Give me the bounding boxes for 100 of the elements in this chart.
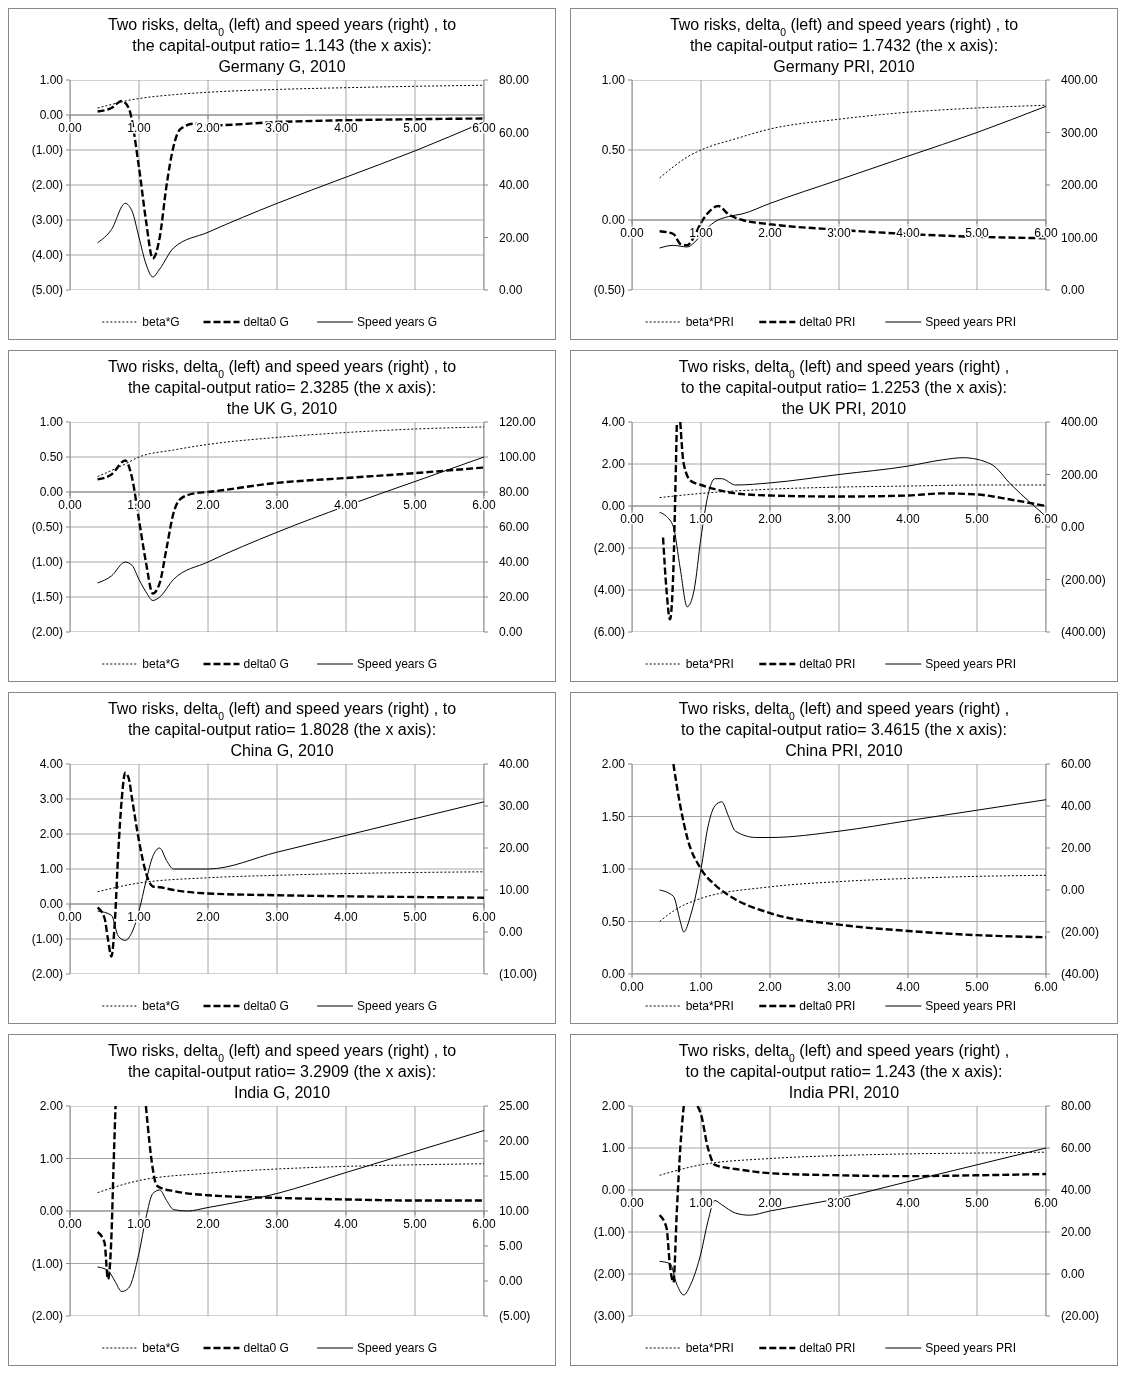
y2-tick-label: 0.00 <box>1061 283 1085 297</box>
x-tick-label: 2.00 <box>196 1217 220 1231</box>
y-tick-label: 2.00 <box>39 827 64 841</box>
y-tick-label: 0.00 <box>601 967 626 981</box>
y2-tick-label: 120.00 <box>499 415 537 429</box>
y2-tick-label: 20.00 <box>1061 841 1092 855</box>
legend-label: delta0 G <box>243 657 289 671</box>
y2-tick-label: 40.00 <box>499 555 530 569</box>
x-tick-label: 5.00 <box>403 121 427 135</box>
x-tick-label: 6.00 <box>472 498 496 512</box>
y2-tick-label: 40.00 <box>1061 799 1092 813</box>
y2-tick-label: (200.00) <box>1061 572 1106 587</box>
legend-label: delta0 PRI <box>799 315 856 329</box>
y2-tick-label: 60.00 <box>1061 757 1092 771</box>
x-tick-label: 6.00 <box>1034 512 1058 526</box>
y2-tick-label: 100.00 <box>1061 230 1099 245</box>
legend-label: beta*PRI <box>685 1341 734 1355</box>
x-tick-label: 3.00 <box>827 512 851 526</box>
x-tick-label: 4.00 <box>334 121 358 135</box>
y2-tick-label: 0.00 <box>1061 883 1085 897</box>
legend-label: Speed years G <box>357 999 438 1013</box>
x-tick-label: 1.00 <box>127 1217 151 1231</box>
y-tick-label: (1.00) <box>31 932 63 946</box>
legend-label: delta0 PRI <box>799 999 856 1013</box>
legend-label: Speed years PRI <box>925 999 1017 1013</box>
x-tick-label: 0.00 <box>58 910 82 924</box>
y2-tick-label: 20.00 <box>499 230 530 245</box>
x-tick-label: 0.00 <box>620 1196 644 1210</box>
y-tick-label: 2.00 <box>601 1099 626 1113</box>
y-tick-label: (2.00) <box>31 967 63 981</box>
x-tick-label: 5.00 <box>403 1217 427 1231</box>
x-tick-label: 2.00 <box>758 980 782 994</box>
y2-tick-label: 10.00 <box>499 883 530 897</box>
x-tick-label: 4.00 <box>334 910 358 924</box>
chart-title: Two risks, delta$_{0}$ (left) and speed years (right) , to the capital-output ratio= 3.4615 (the x axis): China PRI, 2010 <box>678 700 1010 759</box>
y2-tick-label: 40.00 <box>1061 1183 1092 1197</box>
y2-tick-label: 60.00 <box>1061 1141 1092 1155</box>
y-tick-label: 4.00 <box>601 415 626 429</box>
y2-tick-label: 200.00 <box>1061 178 1099 192</box>
y2-tick-label: 25.00 <box>499 1099 530 1113</box>
legend-label: beta*G <box>142 315 180 329</box>
y-tick-label: (1.00) <box>31 555 63 569</box>
y2-tick-label: 80.00 <box>499 485 530 499</box>
legend-label: Speed years PRI <box>925 657 1017 671</box>
y-tick-label: 1.00 <box>39 1151 64 1166</box>
x-tick-label: 3.00 <box>265 1217 289 1231</box>
x-tick-label: 4.00 <box>896 226 920 240</box>
y-tick-label: 1.00 <box>601 862 626 876</box>
legend-label: Speed years PRI <box>925 315 1017 329</box>
y-tick-label: 2.00 <box>39 1099 64 1113</box>
legend-label: beta*G <box>142 999 180 1013</box>
x-tick-label: 5.00 <box>965 512 989 526</box>
y2-tick-label: 400.00 <box>1061 415 1099 429</box>
x-tick-label: 2.00 <box>758 512 782 526</box>
legend-label: beta*G <box>142 657 180 671</box>
legend-label: delta0 PRI <box>799 657 856 671</box>
x-tick-label: 3.00 <box>827 226 851 240</box>
legend-label: beta*G <box>142 1341 180 1355</box>
x-tick-label: 3.00 <box>827 980 851 994</box>
y2-tick-label: 0.00 <box>1061 1267 1085 1281</box>
y2-tick-label: 0.00 <box>499 925 523 939</box>
y-tick-label: (3.00) <box>593 1309 625 1323</box>
x-tick-label: 2.00 <box>196 910 220 924</box>
x-tick-label: 3.00 <box>265 121 289 135</box>
chart-title: Two risks, delta$_{0}$ (left) and speed years (right) , to the capital-output ratio= 1.143 (the x axis): Germany G, 2010 <box>107 16 457 75</box>
x-tick-label: 4.00 <box>896 1196 920 1210</box>
y-tick-label: 2.00 <box>601 457 626 471</box>
y-tick-label: 0.00 <box>601 213 626 227</box>
x-tick-label: 5.00 <box>965 1196 989 1210</box>
y-tick-label: (1.50) <box>31 590 63 604</box>
x-tick-label: 0.00 <box>620 512 644 526</box>
x-tick-label: 4.00 <box>896 980 920 994</box>
chart-title: Two risks, delta$_{0}$ (left) and speed years (right) , to the capital-output ratio= 1.243 (the x axis): India PRI, 2010 <box>678 1042 1010 1101</box>
y-tick-label: 3.00 <box>39 792 64 806</box>
x-tick-label: 0.00 <box>58 498 82 512</box>
y2-tick-label: (20.00) <box>1061 925 1100 939</box>
y-tick-label: (2.00) <box>593 1267 625 1281</box>
y-tick-label: 1.50 <box>601 809 626 824</box>
x-tick-label: 5.00 <box>965 980 989 994</box>
x-tick-label: 3.00 <box>265 498 289 512</box>
legend-label: Speed years PRI <box>925 1341 1017 1355</box>
x-tick-label: 2.00 <box>196 121 220 135</box>
x-tick-label: 1.00 <box>127 498 151 512</box>
x-tick-label: 2.00 <box>196 498 220 512</box>
chart-title: Two risks, delta$_{0}$ (left) and speed years (right) , to the capital-output ratio= 1.8028 (the x axis): China G, 2010 <box>107 700 457 759</box>
legend-label: beta*PRI <box>685 999 734 1013</box>
x-tick-label: 4.00 <box>896 512 920 526</box>
x-tick-label: 6.00 <box>1034 1196 1058 1210</box>
legend-label: Speed years G <box>357 315 438 329</box>
y-tick-label: 0.00 <box>39 485 64 499</box>
y-tick-label: (2.00) <box>31 625 63 639</box>
y2-tick-label: 20.00 <box>499 1134 530 1148</box>
y2-tick-label: 60.00 <box>499 125 530 140</box>
y2-tick-label: 15.00 <box>499 1169 530 1183</box>
x-tick-label: 6.00 <box>472 1217 496 1231</box>
chart-title: Two risks, delta$_{0}$ (left) and speed years (right) , to the capital-output ratio= 1.7432 (the x axis): Germany PRI, 2010 <box>669 16 1019 75</box>
y2-tick-label: (40.00) <box>1061 967 1100 981</box>
x-tick-label: 5.00 <box>403 910 427 924</box>
y-tick-label: (2.00) <box>31 1309 63 1323</box>
y2-tick-label: 30.00 <box>499 799 530 813</box>
